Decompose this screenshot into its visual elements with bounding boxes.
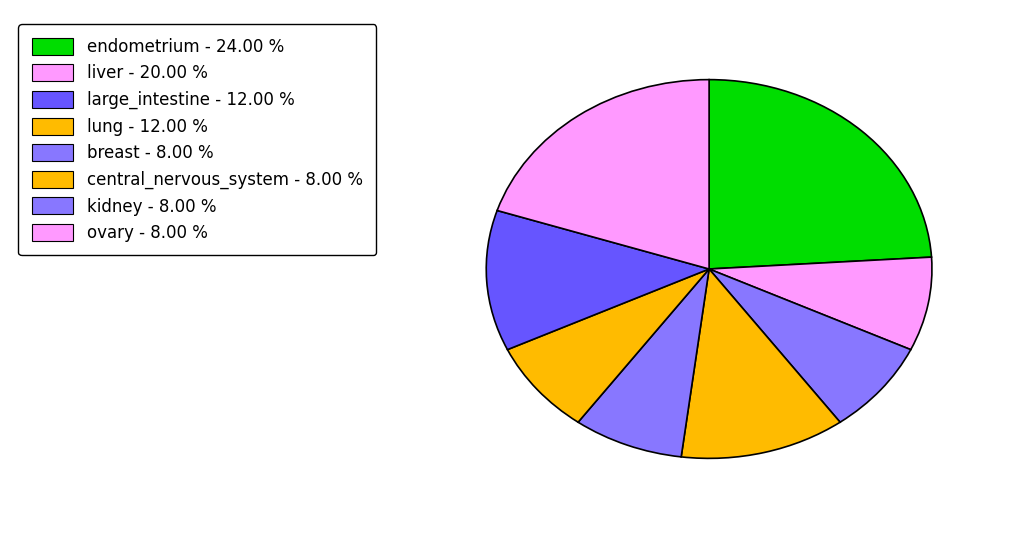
Legend: endometrium - 24.00 %, liver - 20.00 %, large_intestine - 12.00 %, lung - 12.00 : endometrium - 24.00 %, liver - 20.00 %, … [18,24,376,256]
Wedge shape [709,80,932,269]
Wedge shape [486,210,709,350]
Wedge shape [709,269,911,422]
Wedge shape [508,269,709,422]
Wedge shape [681,269,840,458]
Wedge shape [497,80,709,269]
Wedge shape [709,257,932,350]
Wedge shape [578,269,709,457]
